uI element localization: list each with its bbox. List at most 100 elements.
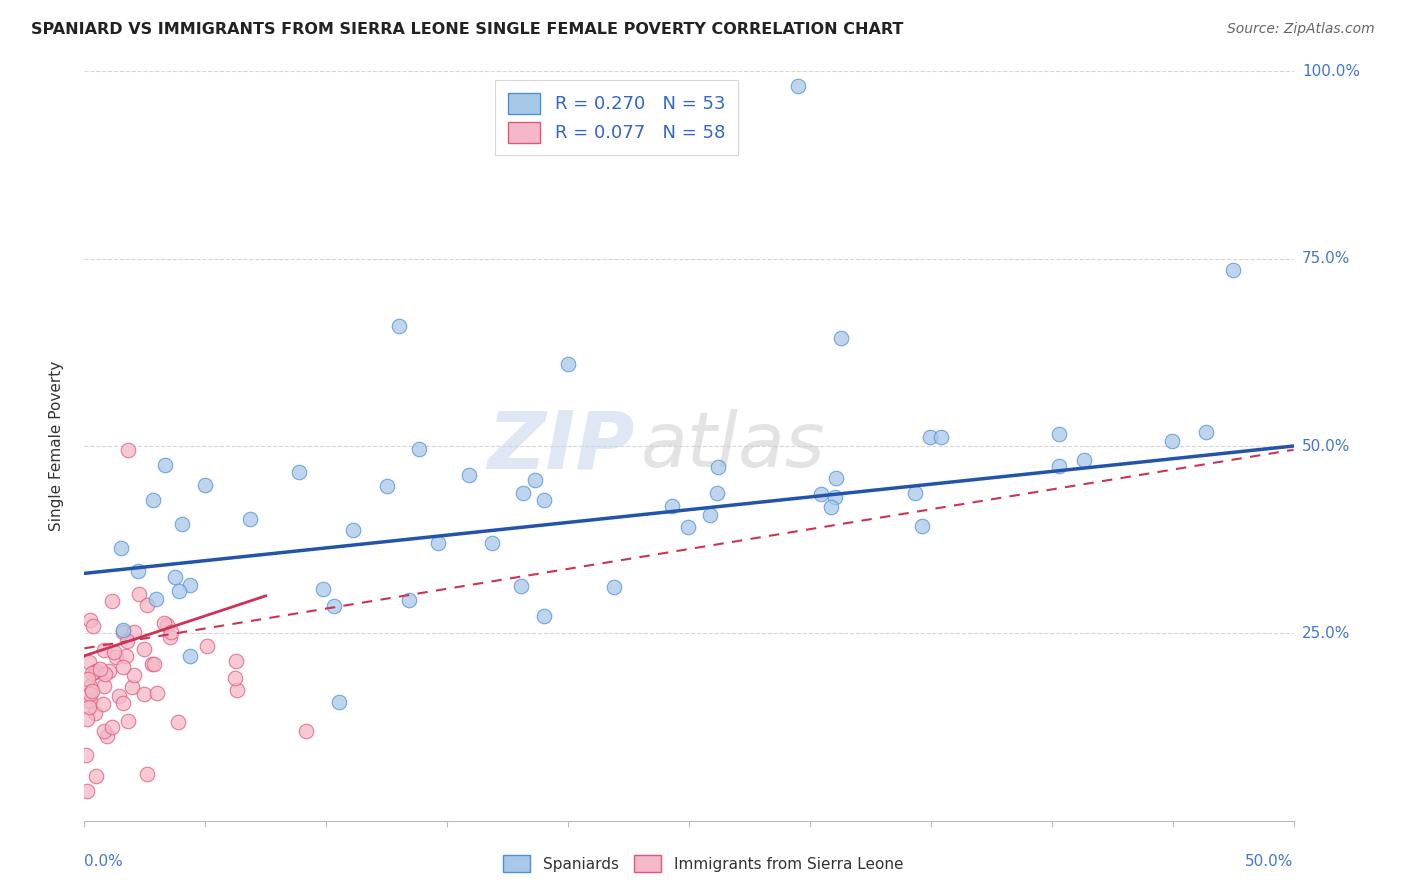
Point	[830, 331, 852, 345]
Legend: Spaniards, Immigrants from Sierra Leone: Spaniards, Immigrants from Sierra Leone	[495, 847, 911, 880]
Point	[678, 520, 700, 534]
Point	[342, 523, 364, 537]
Point	[82, 619, 104, 633]
Point	[124, 668, 146, 682]
Point	[83, 706, 105, 721]
Point	[523, 474, 546, 488]
Point	[904, 486, 927, 500]
Point	[142, 657, 165, 671]
Point	[1047, 427, 1070, 442]
Text: atlas: atlas	[641, 409, 825, 483]
Point	[661, 500, 683, 514]
Point	[75, 747, 97, 762]
Point	[135, 599, 157, 613]
Text: SPANIARD VS IMMIGRANTS FROM SIERRA LEONE SINGLE FEMALE POVERTY CORRELATION CHART: SPANIARD VS IMMIGRANTS FROM SIERRA LEONE…	[31, 22, 903, 37]
Point	[80, 666, 103, 681]
Point	[142, 492, 165, 507]
Point	[312, 582, 335, 596]
Point	[79, 687, 101, 701]
Point	[127, 564, 149, 578]
Point	[225, 655, 247, 669]
Point	[77, 672, 100, 686]
Point	[224, 671, 246, 685]
Point	[159, 630, 181, 644]
Point	[820, 500, 842, 515]
Point	[117, 442, 139, 457]
Point	[132, 688, 155, 702]
Point	[114, 649, 136, 664]
Point	[1047, 458, 1070, 473]
Point	[509, 579, 531, 593]
Point	[84, 665, 107, 679]
Point	[512, 486, 534, 500]
Point	[117, 714, 139, 728]
Text: 50.0%: 50.0%	[1302, 439, 1350, 453]
Point	[110, 541, 132, 556]
Y-axis label: Single Female Poverty: Single Female Poverty	[49, 361, 63, 531]
Point	[911, 519, 934, 533]
Point	[533, 608, 555, 623]
Point	[1195, 425, 1218, 439]
Point	[111, 624, 134, 638]
Point	[194, 478, 217, 492]
Point	[86, 769, 108, 783]
Point	[825, 471, 848, 485]
Point	[145, 591, 167, 606]
Point	[481, 535, 503, 549]
Point	[115, 633, 138, 648]
Point	[76, 712, 98, 726]
Point	[160, 625, 183, 640]
Point	[79, 613, 101, 627]
Point	[170, 516, 193, 531]
Point	[141, 657, 163, 672]
Point	[167, 583, 190, 598]
Text: 75.0%: 75.0%	[1302, 252, 1350, 266]
Text: ZIP: ZIP	[486, 407, 634, 485]
Point	[91, 697, 114, 711]
Point	[375, 479, 398, 493]
Point	[82, 684, 104, 698]
Point	[179, 578, 201, 592]
Point	[100, 720, 122, 734]
Point	[101, 593, 124, 607]
Point	[132, 642, 155, 657]
Point	[121, 680, 143, 694]
Point	[156, 617, 179, 632]
Text: Source: ZipAtlas.com: Source: ZipAtlas.com	[1227, 22, 1375, 37]
Point	[79, 694, 101, 708]
Point	[153, 458, 176, 472]
Point	[179, 649, 201, 664]
Point	[167, 714, 190, 729]
Text: 0.0%: 0.0%	[84, 855, 124, 870]
Point	[388, 319, 411, 334]
Point	[77, 700, 100, 714]
Point	[108, 690, 131, 704]
Point	[111, 660, 134, 674]
Point	[323, 599, 346, 613]
Point	[426, 536, 449, 550]
Point	[112, 625, 135, 640]
Point	[79, 680, 101, 694]
Point	[153, 615, 176, 630]
Point	[94, 666, 117, 681]
Text: 25.0%: 25.0%	[1302, 626, 1350, 640]
Point	[93, 643, 115, 657]
Point	[288, 465, 311, 479]
Point	[103, 644, 125, 658]
Point	[238, 512, 260, 526]
Point	[89, 662, 111, 676]
Point	[920, 430, 942, 444]
Point	[136, 767, 159, 781]
Point	[707, 459, 730, 474]
Point	[1073, 452, 1095, 467]
Point	[111, 696, 134, 710]
Point	[1161, 434, 1184, 448]
Point	[197, 640, 219, 654]
Point	[706, 486, 728, 500]
Point	[96, 729, 118, 743]
Text: 100.0%: 100.0%	[1302, 64, 1360, 78]
Point	[163, 569, 186, 583]
Point	[824, 490, 846, 504]
Point	[122, 625, 145, 640]
Point	[786, 79, 808, 94]
